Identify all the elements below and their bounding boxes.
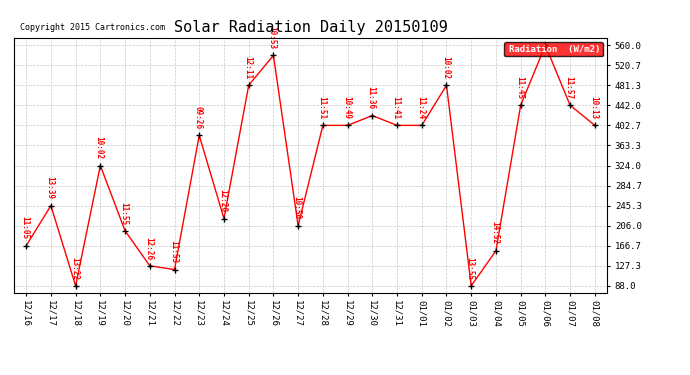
Text: 12:26: 12:26	[144, 237, 153, 260]
Text: 11:51: 11:51	[317, 96, 326, 119]
Text: 11:24: 11:24	[416, 96, 425, 119]
Text: 10:53: 10:53	[268, 26, 277, 49]
Legend: Radiation  (W/m2): Radiation (W/m2)	[504, 42, 602, 56]
Text: 09:26: 09:26	[193, 106, 202, 129]
Text: 13:39: 13:39	[45, 176, 54, 200]
Text: 11:41: 11:41	[391, 96, 400, 119]
Text: 11:57: 11:57	[564, 76, 573, 99]
Text: 14:52: 14:52	[490, 221, 499, 245]
Text: 10:49: 10:49	[342, 96, 351, 119]
Title: Solar Radiation Daily 20150109: Solar Radiation Daily 20150109	[174, 20, 447, 35]
Text: 11:05: 11:05	[21, 216, 30, 240]
Text: 11:55: 11:55	[119, 201, 128, 225]
Text: 13:55: 13:55	[466, 256, 475, 280]
Text: 11:45: 11:45	[515, 76, 524, 99]
Text: 10:50: 10:50	[293, 196, 302, 220]
Text: 10:13: 10:13	[589, 96, 598, 119]
Text: 12:11: 12:11	[243, 56, 252, 79]
Text: Copyright 2015 Cartronics.com: Copyright 2015 Cartronics.com	[20, 23, 165, 32]
Text: 10:02: 10:02	[95, 136, 103, 159]
Text: 11:53: 11:53	[169, 240, 178, 263]
Text: 12:20: 12:20	[218, 189, 227, 212]
Text: 10:02: 10:02	[441, 56, 450, 79]
Text: 11:36: 11:36	[366, 86, 375, 109]
Text: 13:22: 13:22	[70, 256, 79, 280]
